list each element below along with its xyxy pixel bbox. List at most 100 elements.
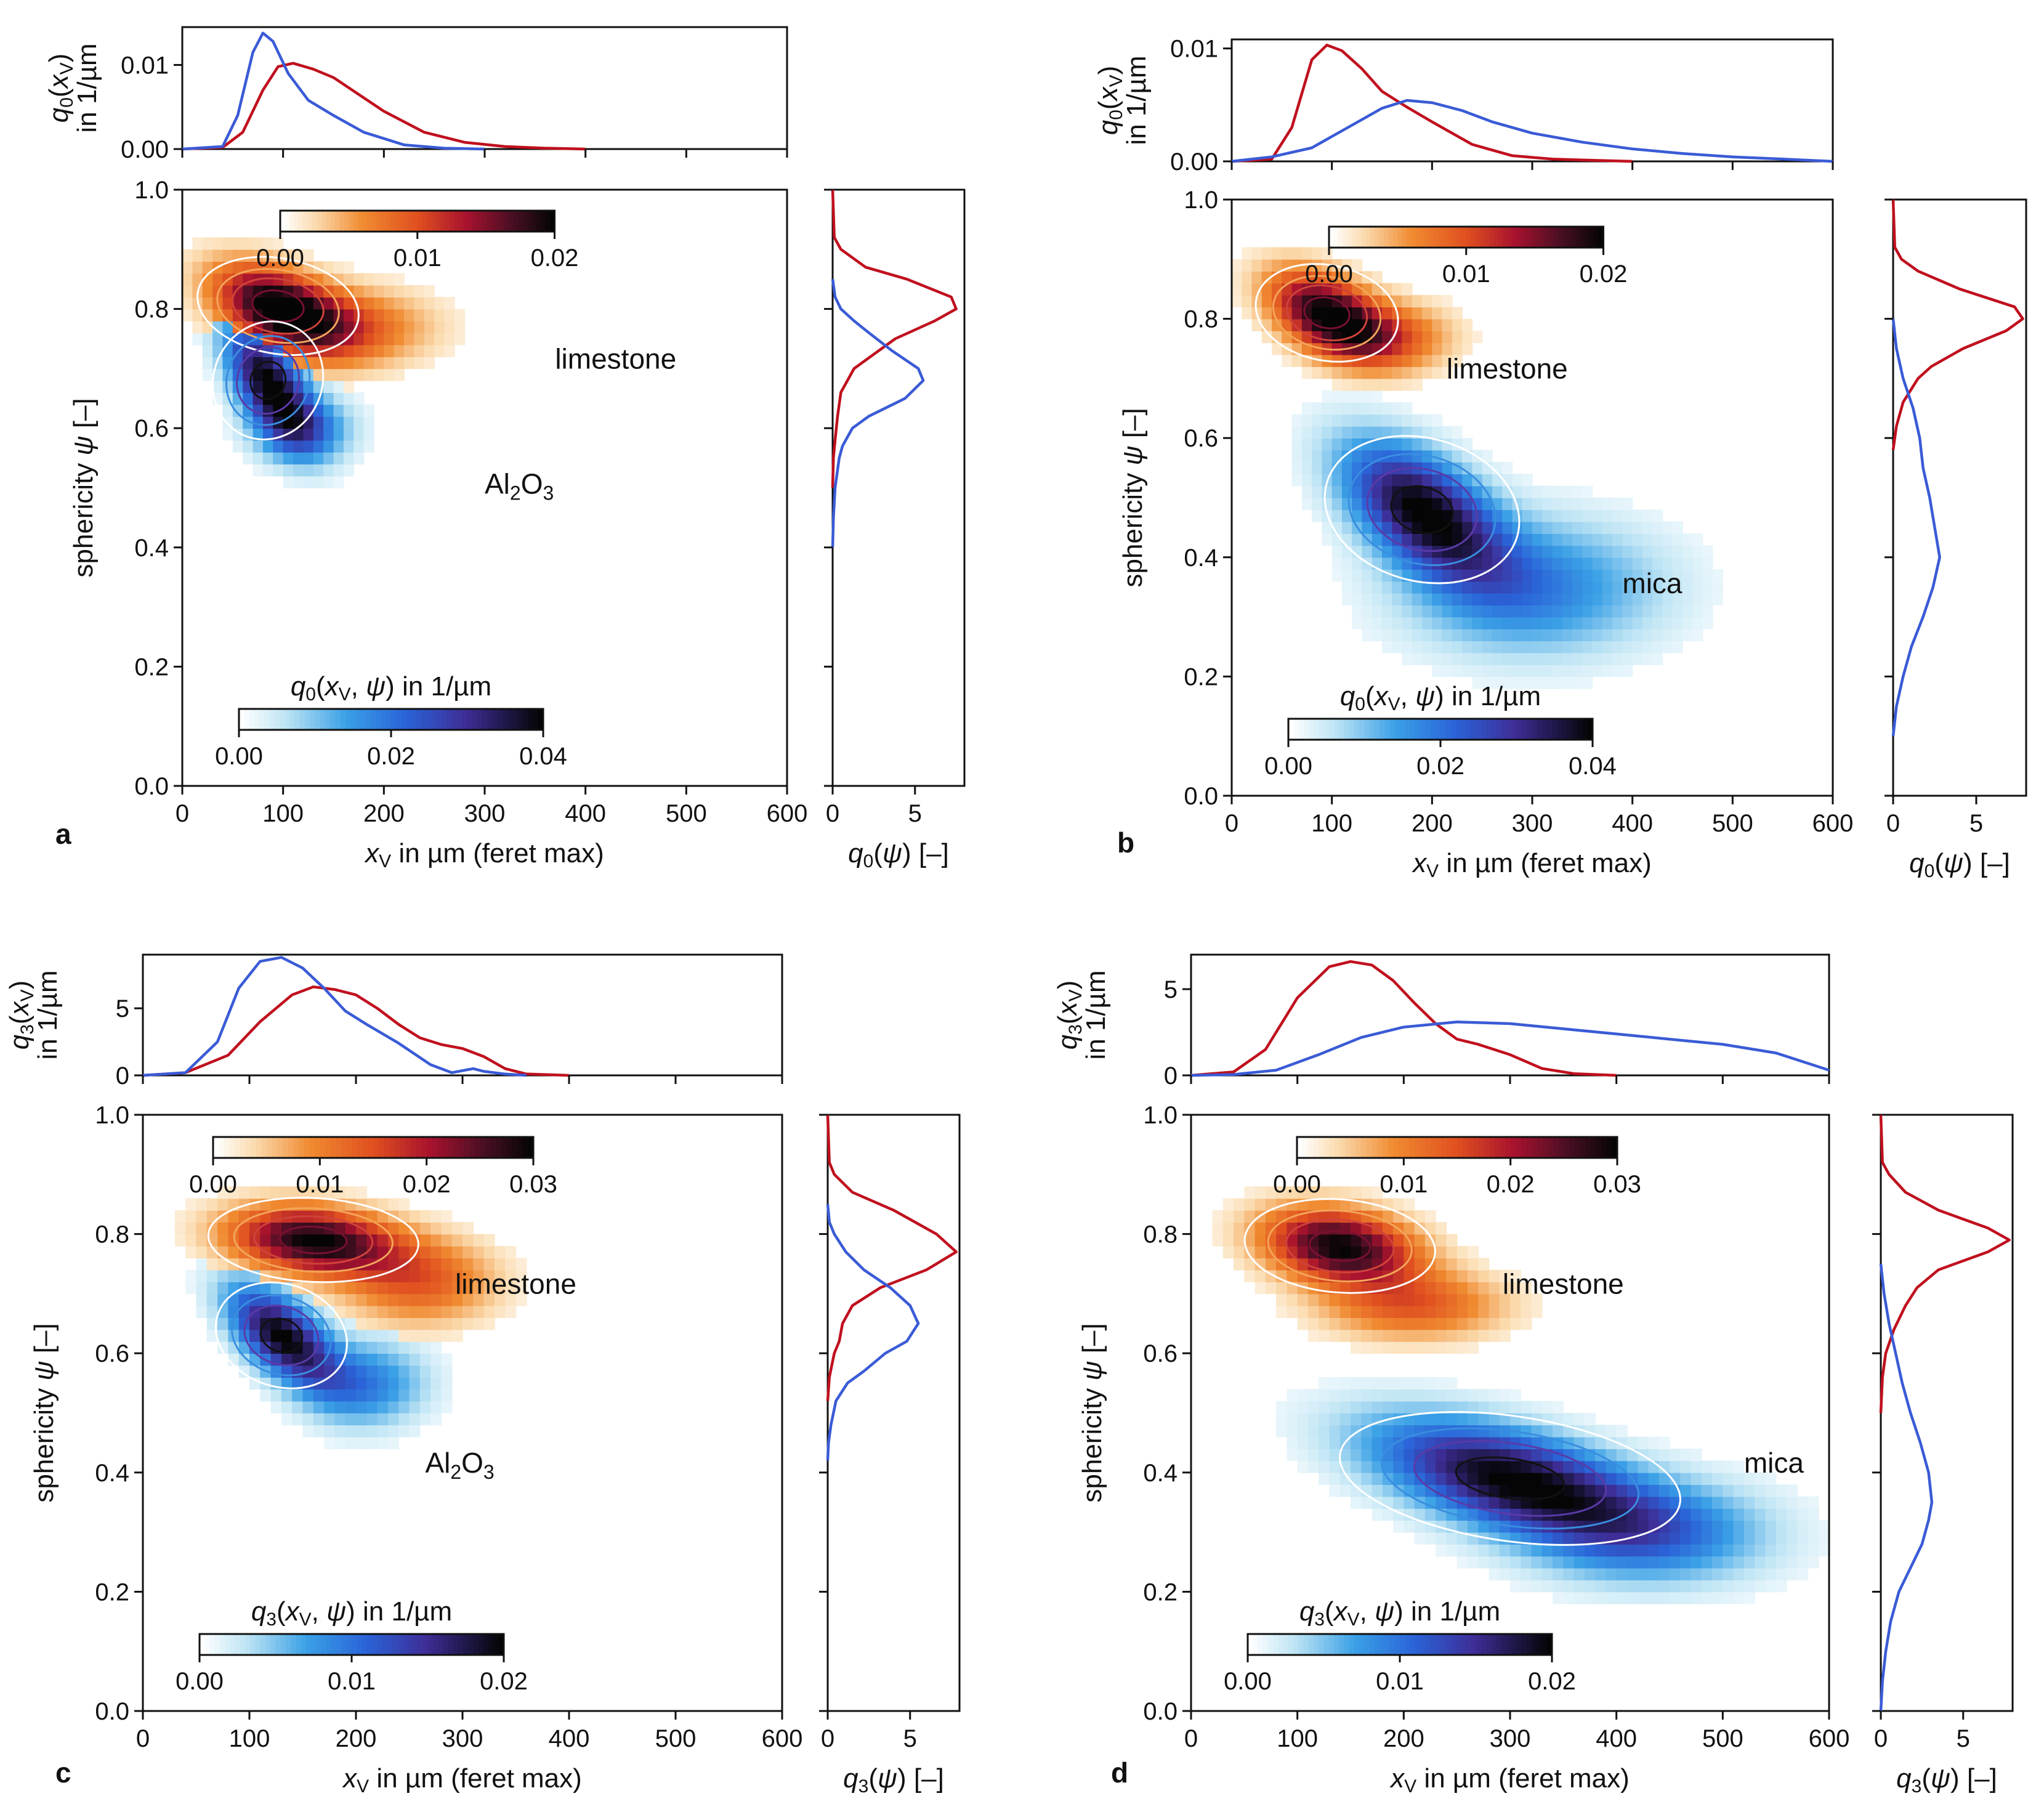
heatmap-cell [1562,521,1573,534]
heatmap-cell [333,380,344,393]
heatmap-cell [1510,1305,1522,1318]
heatmap-cell [1442,641,1453,653]
heatmap-cell [1532,629,1543,642]
heatmap-cell [1670,1580,1681,1593]
heatmap-cell [1616,1520,1628,1533]
heatmap-cell [451,1329,463,1342]
heatmap-cell [302,1186,314,1199]
heatmap-cell [1276,1246,1288,1259]
heatmap-cell [1562,593,1573,606]
heatmap-cell [1382,1329,1394,1342]
heatmap-cell [1382,557,1393,570]
heatmap-cell [1371,402,1383,415]
heatmap-cell [1573,1544,1585,1557]
heatmap-cell [1462,581,1473,594]
heatmap-cell [1691,1556,1702,1569]
heatmap-cell [192,237,203,250]
heatmap-cell [232,392,243,405]
heatmap-cell [1510,1472,1522,1485]
heatmap-cell [1510,1556,1522,1569]
heatmap-cell [345,1329,357,1342]
heatmap-cell [1626,1556,1638,1569]
colorbar-cell [1253,1634,1259,1655]
heatmap-cell [302,1389,314,1402]
heatmap-cell [1582,498,1593,511]
heatmap-cell [1642,569,1653,582]
heatmap-cell [1482,533,1493,546]
heatmap-cell [1648,1508,1660,1521]
heatmap-cell [441,1210,453,1223]
heatmap-cell [1552,569,1563,582]
heatmap-cell [1701,1544,1713,1557]
heatmap-cell [1680,1520,1692,1533]
heatmap-cell [1552,652,1563,665]
colorbar-cell [335,709,341,730]
heatmap-cell [1265,1234,1277,1247]
colorbar-cell [1512,227,1517,248]
heatmap-cell [1573,1484,1585,1497]
heatmap-cell [1361,1389,1373,1402]
heatmap-cell [1319,1460,1330,1473]
heatmap-cell [387,1222,399,1235]
heatmap-cell [1472,629,1483,642]
heatmap-cell [292,1413,304,1426]
heatmap-cell [1492,581,1503,594]
heatmap-cell [1563,1544,1575,1557]
heatmap-cell [1452,318,1463,331]
heatmap-cell [1446,1401,1458,1414]
heatmap-cell [1442,426,1453,439]
heatmap-cell [374,344,385,357]
heatmap-cell [1542,641,1553,653]
heatmap-cell [1436,1269,1447,1282]
heatmap-cell [1392,545,1403,558]
heatmap-cell [1522,498,1533,511]
heatmap-cell [409,1353,421,1366]
heatmap-cell [1733,1567,1745,1580]
colorbar-cell [493,1634,499,1655]
heatmap-cell [293,392,304,405]
heatmap-cell [1691,1472,1702,1485]
heatmap-cell [1532,533,1543,546]
colorbar-cell [1480,227,1485,248]
heatmap-cell [302,1401,314,1414]
heatmap-cell [1541,1567,1553,1580]
heatmap-cell [1462,438,1473,451]
heatmap-cell [1670,1449,1681,1462]
heatmap-cell [273,392,284,405]
colorbar-cell [496,1137,502,1158]
heatmap-cell [404,344,415,357]
heatmap-cell [1442,498,1453,511]
heatmap-cell [1331,557,1343,570]
heatmap-cell [1582,605,1593,618]
colorbar-tick-label: 0.02 [367,743,415,770]
colorbar-cell [1248,1634,1254,1655]
heatmap-cell [1723,1532,1734,1545]
heatmap-cell [1492,605,1503,618]
heatmap-cell [238,1234,250,1247]
heatmap-cell [1502,521,1513,534]
heatmap-cell [1422,307,1433,320]
colorbar-cell [1461,227,1467,248]
heatmap-cell [1329,1293,1341,1306]
heatmap-cell [1691,1520,1702,1533]
heatmap-cell [1592,652,1603,665]
colorbar-cell [550,211,555,232]
limestone-contour-line [1285,284,1368,342]
heatmap-cell [182,261,193,274]
heatmap-cell [1478,1556,1490,1569]
heatmap-cell [1422,426,1433,439]
right-marginal-line-limestone [1891,199,2024,450]
heatmap-cell [1393,1258,1405,1271]
heatmap-cell [454,321,466,334]
colorbar-cell [1606,1137,1613,1158]
heatmap-cell [444,344,455,357]
heatmap-cell [1371,1377,1383,1390]
y-tick-label: 0.0 [1184,783,1218,810]
heatmap-cell [281,1377,293,1390]
heatmap-cell [333,344,344,357]
colorbar-cell [1457,1137,1463,1158]
heatmap-cell [1297,1246,1309,1259]
heatmap-cell [434,321,445,334]
heatmap-cell [1287,1449,1298,1462]
x-tick-label: 300 [442,1725,483,1752]
